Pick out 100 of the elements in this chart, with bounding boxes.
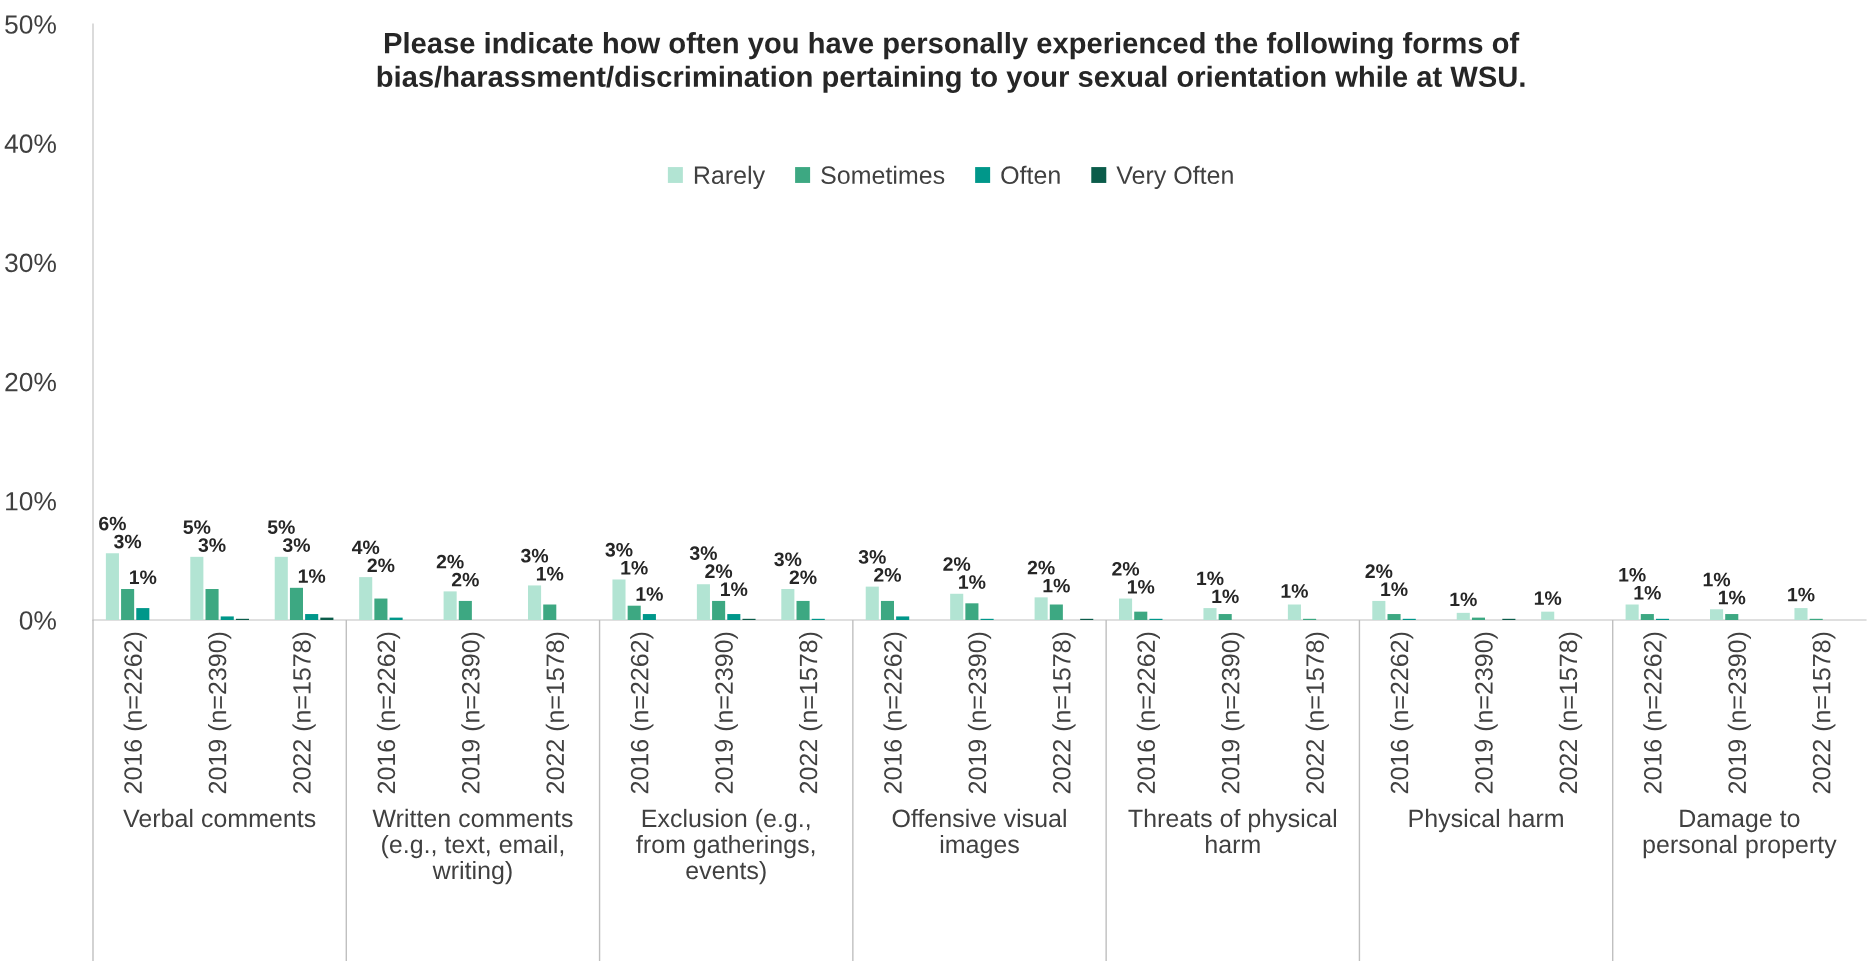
legend-label: Often: [1001, 165, 1060, 185]
legend-label: Very Often: [1116, 165, 1233, 189]
legend-label: Sometimes: [821, 165, 945, 185]
text: Verbal comments: [123, 808, 316, 828]
x-tick-label: 2019 (n=2390): [1474, 632, 1498, 794]
x-tick-label: 2016 (n=2262): [1643, 632, 1667, 794]
x-tick-label: 2019 (n=2390): [1727, 632, 1751, 794]
data-label: 1%: [1043, 578, 1070, 593]
y-tick-label: 40%: [4, 134, 56, 154]
data-label: 5%: [183, 520, 211, 534]
bar: [443, 591, 457, 620]
data-label: 2%: [436, 554, 464, 569]
data-label: 3%: [858, 550, 886, 564]
bar: [781, 589, 795, 620]
data-label: 1%: [1718, 590, 1746, 605]
bar: [121, 589, 135, 620]
bar: [136, 608, 150, 620]
bar: [896, 616, 910, 620]
bar: [543, 604, 557, 620]
data-label: 5%: [267, 520, 295, 534]
x-tick-label: 2016 (n=2262): [123, 632, 147, 794]
text: Physical harm: [1409, 808, 1563, 833]
y-tick-label: 20%: [5, 372, 56, 392]
text: Offensive visual images: [892, 808, 1066, 859]
bar: [965, 603, 979, 620]
x-tick-label: 2016 (n=2262): [630, 632, 654, 794]
data-label: 3%: [114, 534, 142, 549]
text: Threats of physical harm: [1128, 808, 1337, 854]
text: Please indicate how often you have personally experienced the following forms of bias/harassment/discrimination pertaining to your sexual orientation while at WSU.: [377, 32, 1525, 93]
data-label: 1%: [1534, 591, 1562, 605]
bar: [1034, 597, 1048, 620]
data-label: 2%: [1365, 564, 1393, 579]
data-label: 3%: [520, 548, 549, 563]
data-label: 3%: [689, 546, 717, 561]
bar: [220, 616, 234, 620]
bar: [1287, 604, 1301, 620]
legend-label: Rarely: [694, 165, 766, 189]
bar: [359, 577, 373, 620]
x-tick-label: 2019 (n=2390): [714, 632, 738, 794]
data-label: 4%: [351, 540, 380, 555]
data-label: 2%: [874, 568, 902, 582]
text: Written comments (e.g., text, email, writing): [372, 808, 573, 885]
data-label: 2%: [943, 557, 971, 571]
bar: [1640, 614, 1654, 620]
data-label: 3%: [282, 538, 311, 553]
data-label: 1%: [1281, 584, 1308, 598]
y-tick-label: 10%: [6, 491, 56, 511]
y-tick-label: 0%: [19, 611, 56, 630]
x-tick-label: 2022 (n=1578): [798, 632, 823, 794]
data-label: 1%: [720, 582, 748, 597]
data-label: 1%: [1619, 567, 1646, 582]
bar: [1049, 604, 1063, 620]
bar: [105, 553, 119, 620]
data-label: 1%: [298, 569, 326, 583]
bar: [1203, 608, 1217, 620]
bar: [1134, 611, 1148, 620]
x-tick-label: 2016 (n=2262): [1389, 632, 1414, 794]
data-label: 1%: [621, 560, 648, 575]
x-tick-label: 2016 (n=2262): [883, 632, 907, 794]
bar: [642, 614, 656, 620]
bar: [305, 614, 319, 620]
bar: [1710, 609, 1724, 620]
x-tick-label: 2016 (n=2262): [376, 632, 401, 794]
data-label: 1%: [1703, 572, 1731, 587]
x-tick-label: 2019 (n=2390): [461, 632, 485, 794]
data-label: 2%: [367, 558, 395, 573]
bar: [1218, 614, 1232, 620]
bar: [458, 600, 472, 620]
data-label: 3%: [774, 552, 802, 567]
bar: [865, 586, 879, 620]
data-label: 1%: [1212, 589, 1239, 604]
y-tick-label: 50%: [5, 15, 56, 34]
x-tick-label: 2022 (n=1578): [1305, 632, 1329, 794]
bar: [1541, 611, 1555, 620]
bar: [627, 605, 641, 620]
bar: [205, 589, 219, 620]
x-tick-label: 2019 (n=2390): [207, 632, 232, 794]
x-tick-label: 2022 (n=1578): [1052, 632, 1076, 794]
x-tick-label: 2022 (n=1578): [292, 632, 316, 794]
bar: [528, 585, 542, 620]
data-label: 3%: [198, 538, 226, 553]
bar: [1725, 614, 1739, 620]
bar: [289, 587, 304, 620]
data-label: 1%: [636, 587, 663, 601]
data-label: 1%: [1788, 587, 1815, 602]
data-label: 2%: [1027, 560, 1055, 575]
bar: [190, 556, 204, 620]
x-tick-label: 2022 (n=1578): [545, 632, 569, 794]
bar: [696, 584, 710, 620]
y-tick-label: 30%: [5, 253, 56, 273]
text: Damage to personal property: [1643, 809, 1837, 859]
data-label: 6%: [99, 516, 126, 531]
data-label: 1%: [536, 566, 564, 581]
data-label: 2%: [789, 570, 817, 585]
x-tick-label: 2019 (n=2390): [1221, 632, 1245, 794]
data-label: 1%: [129, 570, 157, 585]
bar: [1794, 608, 1808, 620]
bar: [950, 593, 964, 620]
x-tick-label: 2022 (n=1578): [1558, 632, 1583, 794]
data-label: 1%: [1450, 592, 1477, 607]
